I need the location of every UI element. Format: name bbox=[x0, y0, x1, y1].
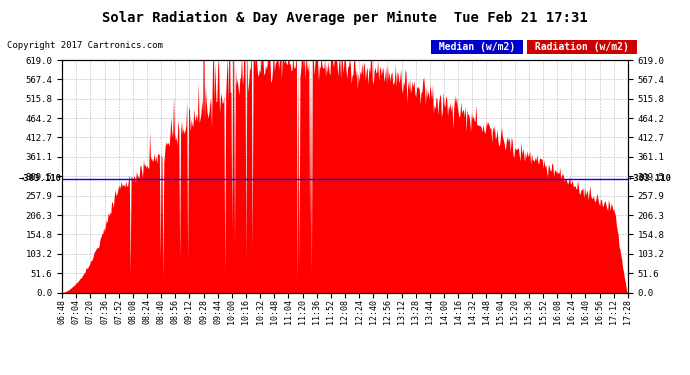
Text: Solar Radiation & Day Average per Minute  Tue Feb 21 17:31: Solar Radiation & Day Average per Minute… bbox=[102, 11, 588, 26]
Text: ←303.110: ←303.110 bbox=[629, 174, 671, 183]
Text: Radiation (w/m2): Radiation (w/m2) bbox=[529, 42, 635, 52]
Text: Copyright 2017 Cartronics.com: Copyright 2017 Cartronics.com bbox=[7, 41, 163, 50]
Text: Median (w/m2): Median (w/m2) bbox=[433, 42, 521, 52]
Text: →303.110: →303.110 bbox=[19, 174, 61, 183]
